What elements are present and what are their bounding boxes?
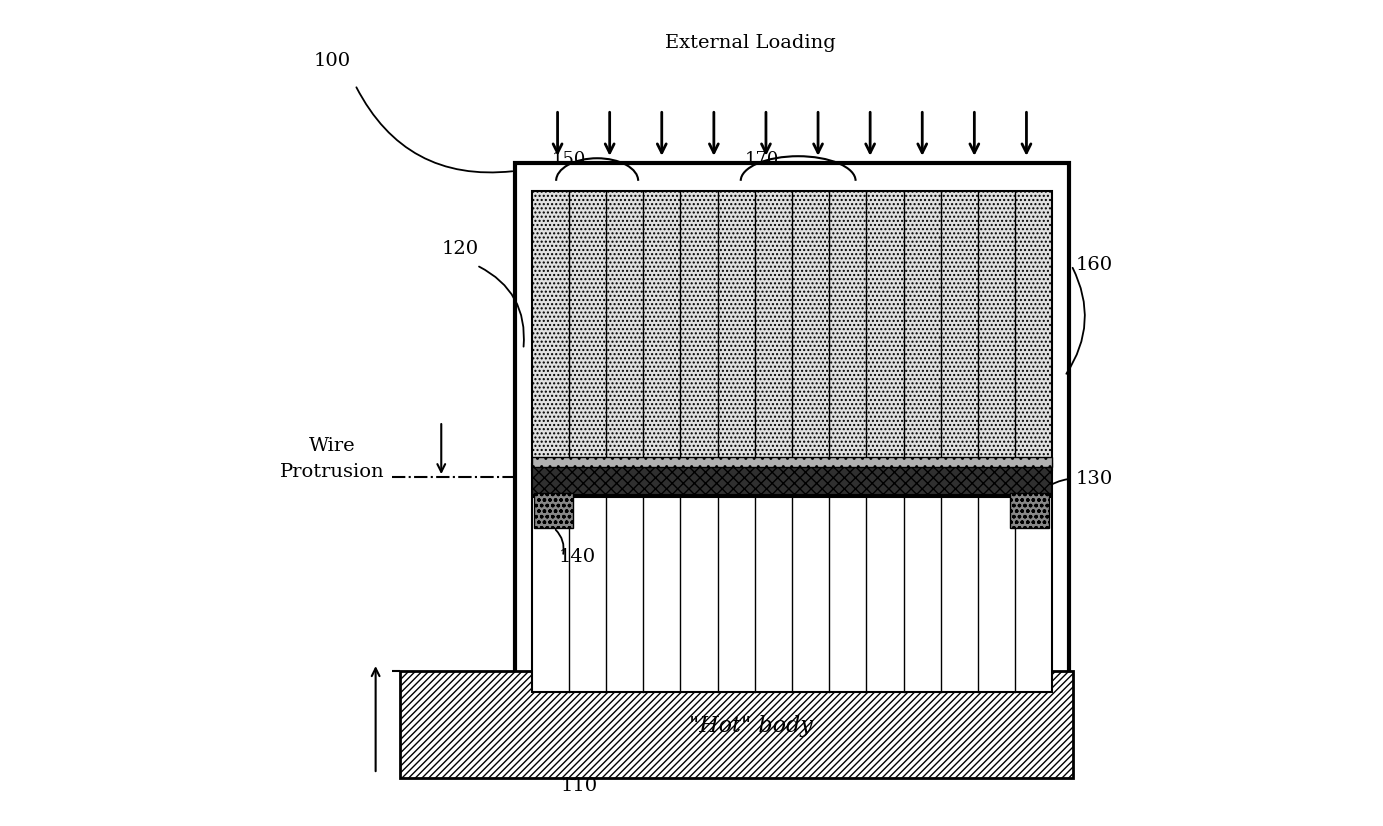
Text: 170: 170 xyxy=(745,150,779,169)
Bar xyxy=(534,493,574,528)
Text: 160: 160 xyxy=(1076,256,1112,274)
Bar xyxy=(400,672,1073,778)
Text: 130: 130 xyxy=(1076,470,1113,487)
Text: 150: 150 xyxy=(552,150,586,169)
Text: 110: 110 xyxy=(560,777,597,795)
Bar xyxy=(531,458,1052,468)
Text: "Hot" body: "Hot" body xyxy=(689,715,812,738)
Bar xyxy=(1010,493,1050,528)
Bar xyxy=(531,496,1052,692)
Bar xyxy=(531,192,1052,471)
Text: External Loading: External Loading xyxy=(665,34,835,52)
Text: Protrusion: Protrusion xyxy=(279,463,384,481)
Bar xyxy=(514,163,1069,696)
Text: 100: 100 xyxy=(314,52,351,70)
Text: Wire: Wire xyxy=(308,437,355,455)
Text: 140: 140 xyxy=(559,548,596,567)
Text: 120: 120 xyxy=(441,240,479,258)
Bar xyxy=(531,464,1052,495)
